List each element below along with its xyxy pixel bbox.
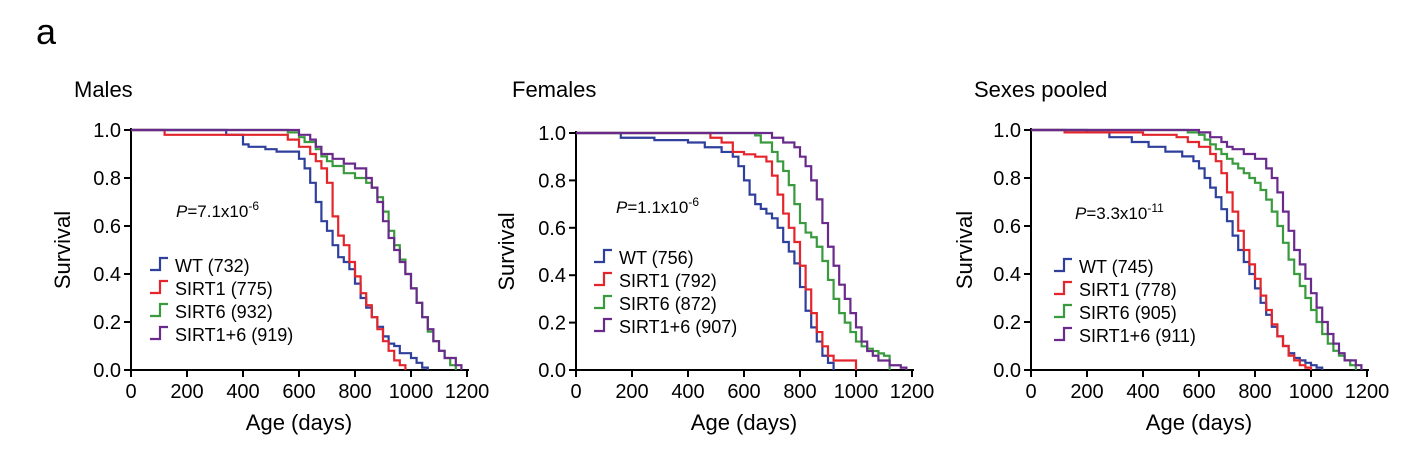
legend-sirt1plus6-label: SIRT1+6 (907) — [619, 317, 737, 337]
series-line-sirt6 — [1031, 128, 1357, 370]
legend-sirt1-label: SIRT1 (792) — [619, 271, 717, 291]
series-line-sirt1plus6 — [1031, 128, 1363, 370]
y-axis-label: Survival — [50, 211, 75, 289]
y-tick-label: 0.8 — [538, 170, 566, 192]
legend-sirt1plus6-label: SIRT1+6 (919) — [175, 325, 293, 345]
legend-wt-swatch — [594, 248, 612, 264]
series-line-sirt1 — [131, 128, 407, 370]
chart-panel-0: Males 0 200 400 600 800 1000 1200 0.0 0.2 0.4 0.6 0.… — [50, 77, 489, 435]
x-tick-label: 200 — [170, 381, 203, 403]
y-tick-label: 0.4 — [93, 264, 121, 286]
legend-sirt1-swatch — [1054, 280, 1072, 296]
panel-letter: a — [36, 11, 57, 52]
y-axis-label: Survival — [494, 212, 519, 290]
x-tick-label: 400 — [1126, 381, 1159, 403]
x-tick-label: 0 — [125, 381, 136, 403]
series-line-sirt1plus6 — [131, 128, 463, 370]
legend-wt-label: WT (745) — [1079, 257, 1154, 277]
y-tick-label: 0.6 — [93, 216, 121, 238]
legend-sirt1plus6-label: SIRT1+6 (911) — [1079, 326, 1196, 346]
x-tick-label: 800 — [1238, 381, 1271, 403]
x-tick-label: 1000 — [389, 381, 434, 403]
x-tick-label: 200 — [1070, 381, 1103, 403]
y-tick-label: 0.2 — [538, 313, 566, 335]
legend-sirt6-label: SIRT6 (905) — [1079, 303, 1177, 323]
y-tick-label: 0.6 — [538, 218, 566, 240]
series-line-wt — [131, 128, 429, 370]
chart-panel-1: Females 0 200 400 600 800 1000 1200 0.0 0.2 0.4 0.6… — [494, 77, 934, 435]
legend-sirt1plus6-swatch — [594, 317, 612, 333]
series-line-wt — [576, 131, 835, 370]
y-tick-label: 0.8 — [993, 168, 1021, 190]
legend-wt-label: WT (756) — [619, 248, 694, 268]
chart-title: Sexes pooled — [974, 77, 1107, 102]
y-tick-label: 0.4 — [993, 264, 1021, 286]
legend-sirt6-label: SIRT6 (932) — [175, 302, 273, 322]
series-line-sirt1 — [1031, 128, 1313, 370]
legend-sirt1-swatch — [150, 279, 168, 295]
legend-wt-label: WT (732) — [175, 256, 250, 276]
p-value-annotation: P=7.1x10-6 — [176, 199, 259, 221]
x-tick-label: 600 — [727, 381, 760, 403]
x-tick-label: 600 — [1182, 381, 1215, 403]
chart-title: Females — [512, 77, 596, 102]
x-tick-label: 1000 — [834, 381, 879, 403]
x-axis-label: Age (days) — [1146, 410, 1252, 435]
legend-sirt6-label: SIRT6 (872) — [619, 294, 717, 314]
series-line-sirt1plus6 — [576, 131, 908, 370]
x-axis-label: Age (days) — [691, 410, 797, 435]
x-tick-label: 800 — [338, 381, 371, 403]
chart-panel-2: Sexes pooled 0 200 400 600 800 1000 1200 0.0 0.2 0… — [952, 77, 1389, 435]
legend-wt-swatch — [150, 256, 168, 272]
y-tick-label: 1.0 — [93, 120, 121, 142]
x-tick-label: 0 — [570, 381, 581, 403]
chart-title: Males — [74, 77, 133, 102]
y-tick-label: 1.0 — [538, 123, 566, 145]
x-tick-label: 1200 — [1345, 381, 1390, 403]
y-tick-label: 0.0 — [538, 360, 566, 382]
y-tick-label: 0.6 — [993, 216, 1021, 238]
legend-sirt1plus6-swatch — [150, 325, 168, 341]
y-tick-label: 0.2 — [993, 312, 1021, 334]
legend-sirt1-label: SIRT1 (775) — [175, 279, 273, 299]
legend-sirt6-swatch — [1054, 303, 1072, 319]
x-tick-label: 200 — [615, 381, 648, 403]
legend-sirt1-swatch — [594, 271, 612, 287]
y-tick-label: 0.2 — [93, 312, 121, 334]
x-tick-label: 400 — [671, 381, 704, 403]
legend-sirt1plus6-swatch — [1054, 326, 1072, 342]
legend-sirt6-swatch — [594, 294, 612, 310]
legend-sirt1-label: SIRT1 (778) — [1079, 280, 1177, 300]
series-line-sirt1 — [576, 131, 858, 370]
x-tick-label: 800 — [783, 381, 816, 403]
y-tick-label: 0.8 — [93, 168, 121, 190]
y-axis-label: Survival — [952, 211, 977, 289]
x-tick-label: 600 — [282, 381, 315, 403]
legend-sirt6-swatch — [150, 302, 168, 318]
x-axis-label: Age (days) — [246, 410, 352, 435]
y-tick-label: 1.0 — [993, 120, 1021, 142]
legend-wt-swatch — [1054, 257, 1072, 273]
x-tick-label: 400 — [226, 381, 259, 403]
p-value-annotation: P=3.3x10-11 — [1075, 201, 1164, 223]
x-tick-label: 1200 — [445, 381, 490, 403]
x-tick-label: 0 — [1025, 381, 1036, 403]
y-tick-label: 0.4 — [538, 265, 566, 287]
y-tick-label: 0.0 — [93, 360, 121, 382]
p-value-annotation: P=1.1x10-6 — [616, 195, 699, 217]
x-tick-label: 1200 — [890, 381, 935, 403]
y-tick-label: 0.0 — [993, 360, 1021, 382]
x-tick-label: 1000 — [1289, 381, 1334, 403]
